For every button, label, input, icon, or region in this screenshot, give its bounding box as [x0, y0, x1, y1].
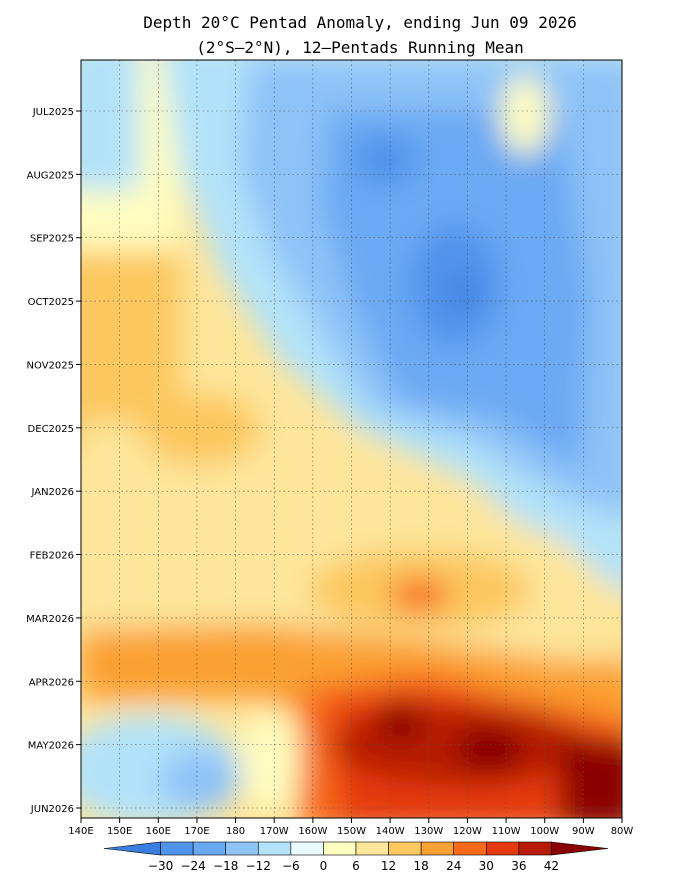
colorbar-swatch-4 [257, 841, 292, 856]
y-tick-label-10: MAY2026 [28, 741, 74, 752]
blob-west-spring-light [240, 710, 300, 810]
colorbar-label-11: 36 [511, 859, 526, 873]
x-tick-label-10: 120W [453, 826, 482, 837]
colorbar-swatch-5 [290, 841, 324, 856]
y-tick-label-6: JAN2026 [30, 487, 74, 498]
anomaly-blobs [81, 60, 622, 818]
x-tick-label-4: 180 [226, 826, 245, 837]
colorbar-label-5: 0 [320, 859, 328, 873]
y-axis: JUL2025 AUG2025 SEP2025 OCT2025 NOV2025 DEC20… [26, 107, 81, 815]
colorbar-label-6: 6 [352, 859, 360, 873]
x-tick-label-11: 110W [492, 826, 521, 837]
x-tick-label-12: 100W [530, 826, 559, 837]
blob-west-spring-blue [160, 750, 240, 810]
x-tick-label-8: 140W [376, 826, 405, 837]
blob-cold-north [355, 135, 415, 185]
y-tick-label-5: DEC2025 [28, 424, 74, 435]
colorbar-label-4: −6 [282, 859, 300, 873]
x-tick-label-5: 170W [260, 826, 289, 837]
colorbar-label-7: 12 [381, 859, 396, 873]
colorbar-label-8: 18 [414, 859, 429, 873]
blob-east-maroon-c [560, 740, 622, 818]
x-tick-label-0: 140E [68, 826, 93, 837]
blob-cold-core [453, 283, 477, 303]
x-tick-label-14: 80W [611, 826, 634, 837]
x-tick-label-3: 170E [184, 826, 209, 837]
x-tick-label-9: 130W [414, 826, 443, 837]
y-tick-label-1: AUG2025 [27, 170, 74, 181]
colorbar-swatch-1 [160, 841, 194, 856]
colorbar: −30 −24 −18 −12 −6 0 6 12 18 24 30 36 42 [103, 841, 609, 873]
chart-title: Depth 20°C Pentad Anomaly, ending Jun 09… [143, 13, 576, 32]
blob-winter-orange-west [140, 395, 260, 465]
blob-east-maroon-a [375, 700, 425, 740]
y-tick-label-3: OCT2025 [28, 297, 74, 308]
x-tick-label-1: 150E [107, 826, 132, 837]
colorbar-swatch-8 [388, 841, 422, 856]
y-tick-label-9: APR2026 [29, 677, 74, 688]
colorbar-swatch-0 [103, 841, 161, 856]
colorbar-swatch-7 [355, 841, 389, 856]
colorbar-swatch-10 [453, 841, 487, 856]
y-tick-label-2: SEP2025 [30, 234, 74, 245]
chart-subtitle: (2°S–2°N), 12–Pentads Running Mean [196, 38, 524, 57]
colorbar-swatch-9 [420, 841, 455, 856]
colorbar-label-3: −12 [246, 859, 271, 873]
colorbar-swatch-2 [192, 841, 227, 856]
x-axis: 140E 150E 160E 170E 180 170W 160W 150W 140W 130W 1… [68, 818, 633, 837]
colorbar-swatch-12 [518, 841, 552, 856]
blob-winter-hot [390, 579, 450, 611]
y-tick-label-7: FEB2026 [30, 551, 74, 562]
y-tick-label-0: JUL2025 [32, 107, 74, 118]
colorbar-label-2: −18 [213, 859, 238, 873]
blob-east-maroon-b [455, 725, 525, 775]
heatmap-field [81, 60, 622, 818]
y-tick-label-8: MAR2026 [26, 614, 74, 625]
x-tick-label-2: 160E [146, 826, 171, 837]
colorbar-swatch-11 [485, 841, 520, 856]
x-tick-label-13: 90W [572, 826, 595, 837]
y-tick-label-4: NOV2025 [27, 360, 74, 371]
colorbar-label-1: −24 [180, 859, 205, 873]
colorbar-label-0: −30 [148, 859, 173, 873]
blob-warm-topright [500, 75, 550, 155]
x-tick-label-7: 150W [337, 826, 366, 837]
blob-cold-deep [410, 225, 500, 345]
colorbar-swatch-3 [225, 841, 259, 856]
colorbar-swatch-6 [323, 841, 357, 856]
colorbar-label-12: 42 [544, 859, 559, 873]
colorbar-label-10: 30 [479, 859, 494, 873]
blob-west-cyan [81, 60, 140, 190]
x-tick-label-6: 160W [298, 826, 327, 837]
y-tick-label-11: JUN2026 [30, 804, 74, 815]
colorbar-swatch-13 [551, 841, 609, 856]
colorbar-label-9: 24 [446, 859, 461, 873]
